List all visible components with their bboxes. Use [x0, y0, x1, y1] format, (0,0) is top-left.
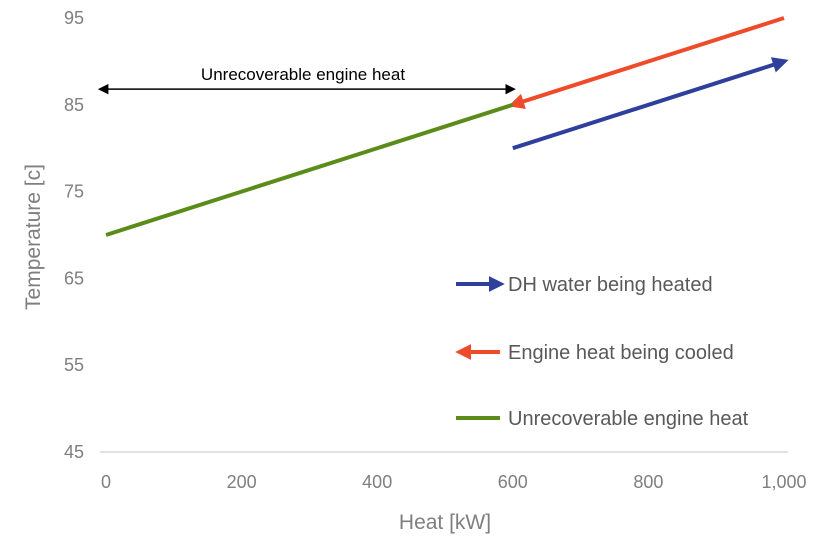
- annotation-label: Unrecoverable engine heat: [201, 65, 405, 84]
- x-tick-label: 200: [227, 472, 257, 492]
- legend-label-3: Unrecoverable engine heat: [508, 408, 749, 430]
- legend-label-2: Engine heat being cooled: [508, 342, 734, 364]
- series-line-1: [512, 57, 789, 151]
- series-line-2: [508, 16, 785, 110]
- x-tick-label: 600: [498, 472, 528, 492]
- y-axis-title: Temperature [c]: [22, 164, 45, 310]
- annotation-layer: Unrecoverable engine heat: [97, 65, 516, 95]
- y-tick-label: 95: [64, 8, 84, 28]
- y-tick-label: 65: [64, 268, 84, 288]
- y-tick-label: 75: [64, 182, 84, 202]
- series-layer: [105, 16, 789, 237]
- x-tick-label: 1,000: [761, 472, 806, 492]
- axes: 0 200 400 600 800 1,000 45 55 65 75 85 95 Heat [kW] T…: [22, 8, 807, 534]
- x-axis-title: Heat [kW]: [399, 511, 491, 534]
- y-tick-label: 45: [64, 442, 84, 462]
- legend-label-1: DH water being heated: [508, 274, 713, 296]
- y-tick-label: 85: [64, 95, 84, 115]
- x-tick-label: 800: [633, 472, 663, 492]
- series-line-3: [105, 102, 514, 237]
- legend: DH water being heated Engine heat being c…: [455, 274, 749, 430]
- y-tick-label: 55: [64, 355, 84, 375]
- x-tick-label: 0: [101, 472, 111, 492]
- x-tick-label: 400: [362, 472, 392, 492]
